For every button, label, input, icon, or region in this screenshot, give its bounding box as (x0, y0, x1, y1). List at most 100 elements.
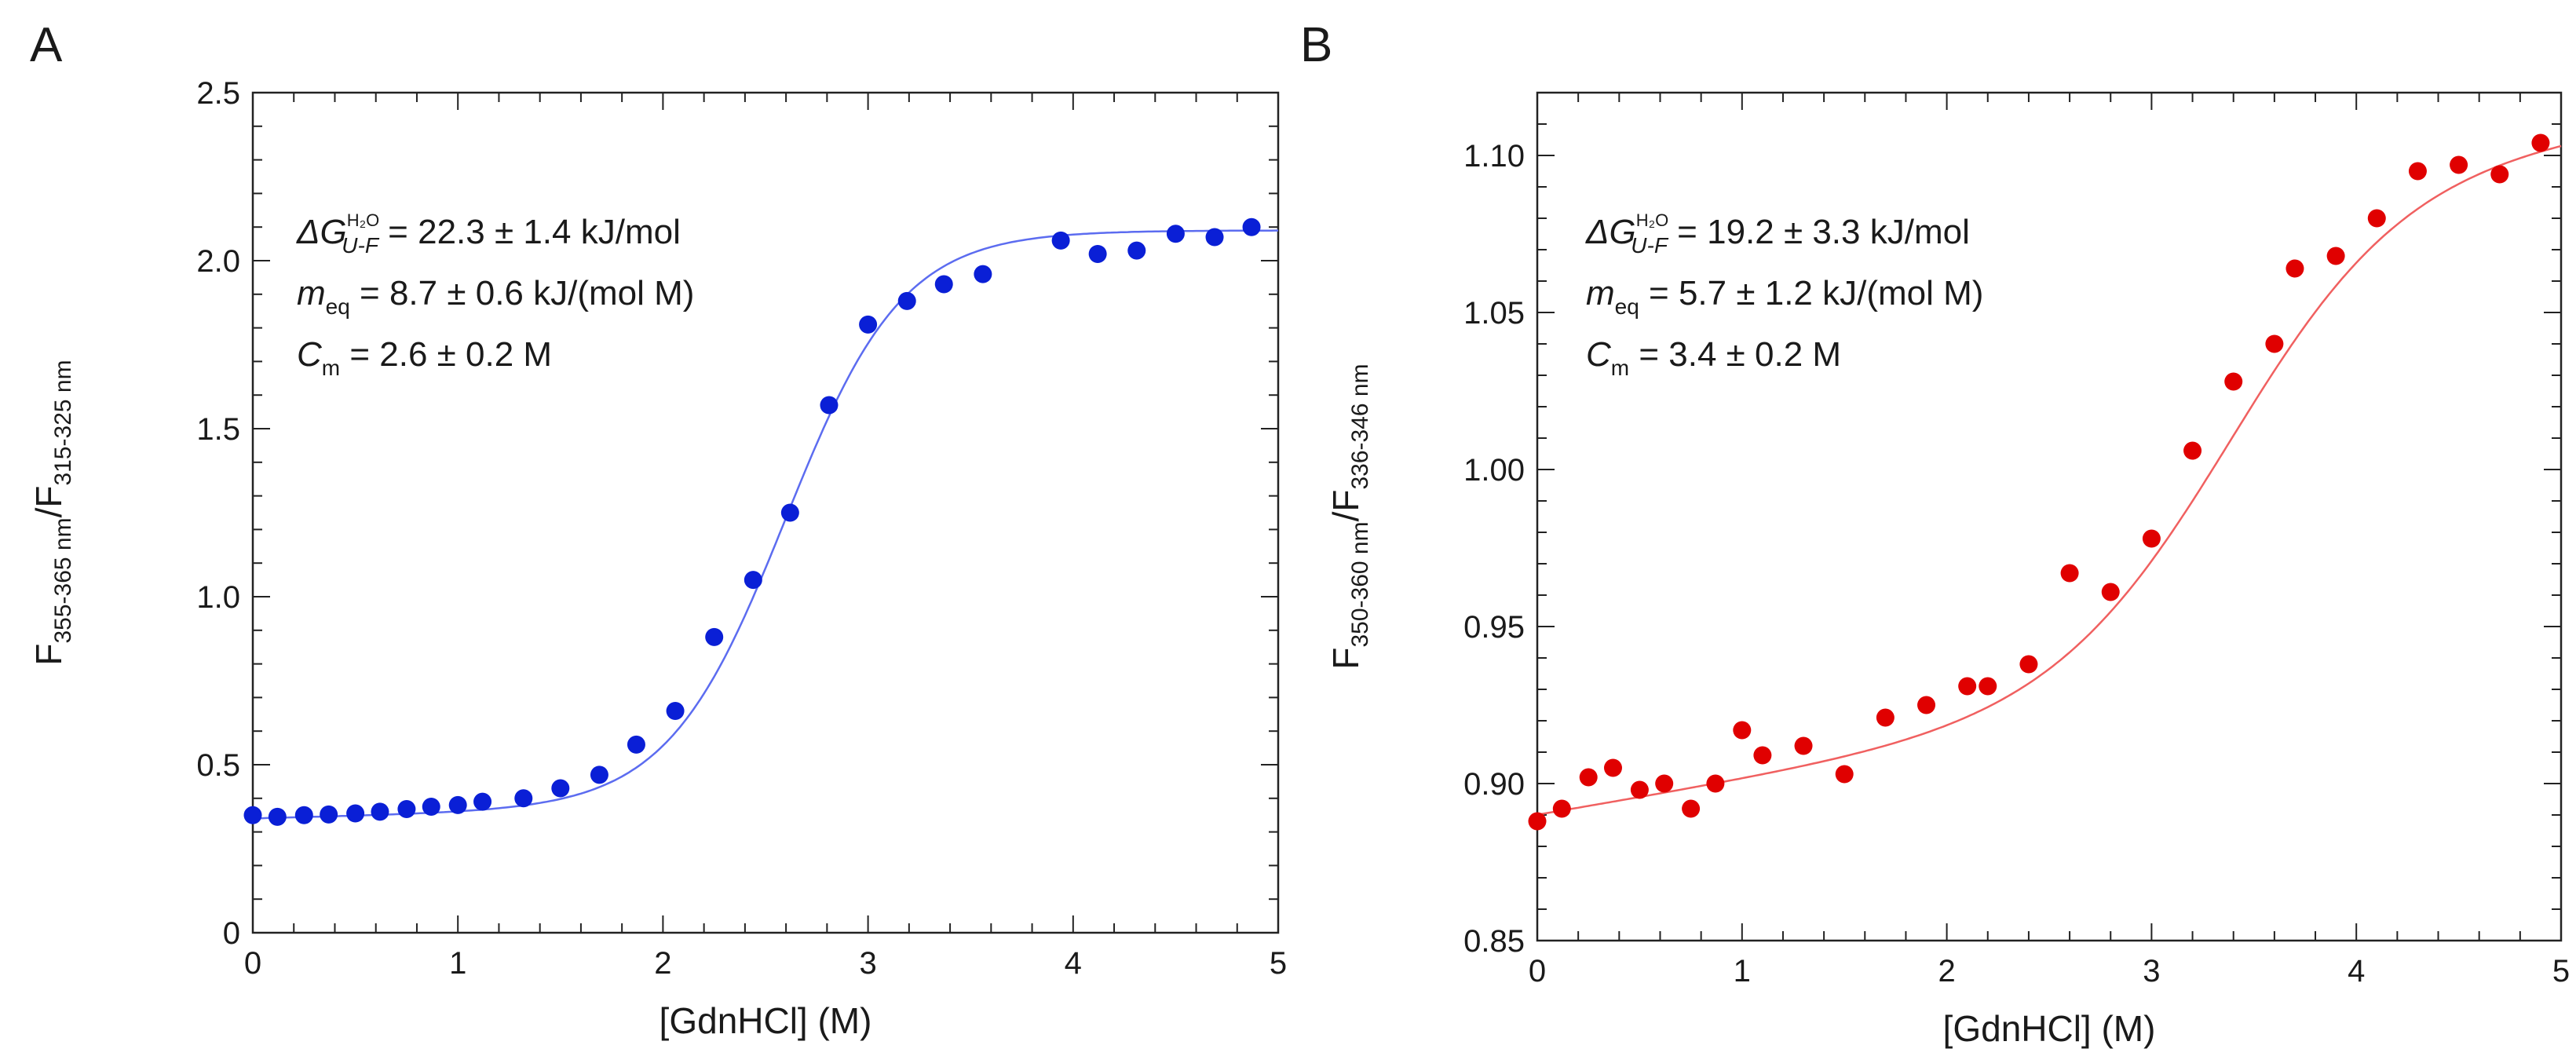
data-point (2224, 372, 2243, 391)
data-point (2286, 259, 2304, 278)
annotation-dg: ΔGH₂O U-F = 19.2 ± 3.3 kJ/mol (1585, 210, 1970, 258)
y-axis-title-sub: 355-365 nm (50, 517, 76, 643)
y-tick-label: 1.10 (1463, 139, 1525, 174)
data-point (1166, 225, 1185, 243)
data-point (1706, 774, 1725, 793)
data-point (243, 806, 262, 824)
y-tick-label: 1.0 (196, 580, 240, 615)
data-point (780, 503, 799, 522)
data-point (2450, 155, 2468, 174)
data-point (294, 806, 313, 824)
y-tick-label: 2.0 (196, 244, 240, 279)
data-point (2019, 655, 2038, 674)
x-tick-label: 0 (1529, 954, 1546, 988)
data-point (974, 265, 992, 283)
plot-frame (1536, 91, 2563, 942)
data-point (627, 735, 645, 754)
data-point (346, 804, 365, 823)
x-tick-label: 2 (654, 946, 671, 981)
panel-letter: A (30, 18, 63, 72)
y-tick-label: 2.5 (196, 76, 240, 111)
data-point (2326, 247, 2345, 265)
data-point (2183, 441, 2202, 460)
data-point (897, 291, 916, 310)
x-tick-label: 1 (1734, 954, 1751, 988)
x-tick-label: 4 (2348, 954, 2365, 988)
data-point (1917, 696, 1936, 714)
data-point (1552, 799, 1571, 818)
data-point (1979, 677, 1997, 696)
data-point (320, 805, 338, 824)
x-axis-title: [GdnHCl] (M) (1943, 1008, 2156, 1049)
y-tick-label: 1.05 (1463, 296, 1525, 331)
y-axis-title: F350-360 nm/F336-346 nm (1325, 364, 1373, 669)
y-axis-title-part: /F (1325, 490, 1366, 522)
y-axis-title-part: /F (28, 486, 69, 518)
data-point (2060, 564, 2079, 583)
y-tick-label: 0.5 (196, 748, 240, 783)
data-point (1579, 768, 1598, 787)
panel-letter: B (1300, 18, 1332, 72)
data-point (2101, 583, 2120, 601)
data-point (705, 627, 724, 646)
x-tick-label: 4 (1065, 946, 1082, 981)
data-point (2142, 529, 2161, 548)
data-point (744, 571, 762, 590)
annotation-cm: Cm = 3.4 ± 0.2 M (1586, 335, 1841, 380)
data-point (1205, 228, 1224, 247)
data-point (1630, 780, 1649, 799)
data-point (820, 396, 839, 415)
x-axis-title: [GdnHCl] (M) (660, 1000, 872, 1041)
annotation-meq: meq = 8.7 ± 0.6 kJ/(mol M) (297, 274, 694, 319)
y-tick-label: 0 (223, 916, 240, 951)
data-point (590, 766, 608, 784)
data-point (448, 795, 467, 814)
panel-a: A 0 1 2 3 4 5 0 0.5 1.0 1.5 2.0 2.5 [GdnHCl] (M) F355-… (28, 18, 1287, 1041)
plot-frame (251, 91, 1280, 934)
data-point (1528, 812, 1547, 831)
data-point (1876, 708, 1895, 727)
y-axis-title-part: F (1325, 648, 1366, 670)
data-point (514, 789, 533, 808)
data-point (1603, 758, 1622, 777)
data-point (268, 807, 287, 826)
data-point (2367, 209, 2386, 228)
x-tick-label: 3 (859, 946, 876, 981)
data-point (397, 799, 416, 818)
annotation-cm: Cm = 2.6 ± 0.2 M (297, 335, 552, 380)
y-axis-title: F355-365 nm/F315-325 nm (28, 360, 76, 665)
x-tick-label: 0 (244, 946, 261, 981)
panel-b: B 0 1 2 3 4 5 0.85 0.90 0.95 1.00 1.05 1.10 [GdnHCl] … (1300, 18, 2570, 1049)
y-axis-title-sub: 350-360 nm (1347, 521, 1373, 647)
data-point (1794, 736, 1813, 755)
data-point (1655, 774, 1674, 793)
y-axis-title-sub: 336-346 nm (1347, 364, 1373, 489)
data-point (473, 792, 492, 811)
data-point (1753, 746, 1772, 765)
data-point (1835, 765, 1854, 784)
x-tick-label: 2 (1938, 954, 1955, 988)
fit-curve (252, 229, 1278, 820)
y-tick-label: 0.85 (1463, 924, 1525, 959)
data-point (1051, 231, 1070, 250)
y-tick-label: 0.90 (1463, 767, 1525, 802)
data-point (2490, 165, 2509, 184)
data-point (2531, 133, 2550, 152)
x-tick-label: 5 (1270, 946, 1287, 981)
y-axis-title-sub: 315-325 nm (50, 360, 76, 485)
data-point (1088, 244, 1107, 263)
x-tick-label: 1 (449, 946, 466, 981)
data-point (371, 802, 389, 821)
data-point (666, 702, 685, 721)
data-point (1682, 799, 1701, 818)
data-point (1242, 217, 1261, 236)
data-point (1733, 721, 1752, 740)
data-point (1958, 677, 1977, 696)
x-tick-label: 5 (2552, 954, 2570, 988)
x-tick-label: 3 (2143, 954, 2160, 988)
annotation-dg: ΔGH₂O U-F = 22.3 ± 1.4 kJ/mol (296, 210, 681, 258)
y-axis-title-part: F (28, 644, 69, 666)
y-tick-label: 0.95 (1463, 610, 1525, 645)
annotation-meq: meq = 5.7 ± 1.2 kJ/(mol M) (1586, 274, 1983, 319)
